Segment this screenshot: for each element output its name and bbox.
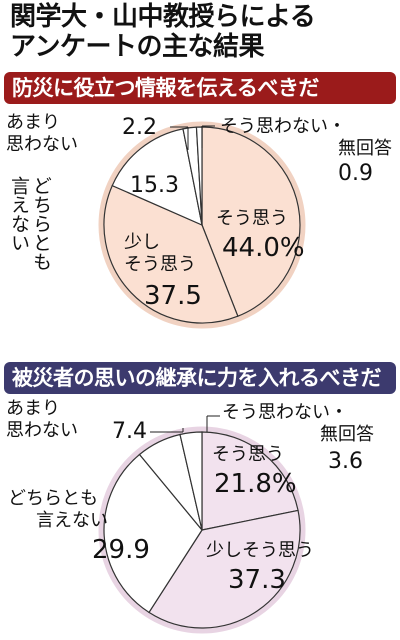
pie1-halo <box>98 121 306 329</box>
pie2-question-banner: 被災者の思いの継承に力を入れるべきだ <box>4 362 396 394</box>
pie2-label-no-2: 無回答 <box>320 424 374 445</box>
pie1-slice-1 <box>103 184 239 324</box>
title-line-1: 関学大・山中教授らによる <box>10 2 316 32</box>
pie2-label-agree: そう思う <box>212 444 284 465</box>
pie1-label-somewhat-2: そう思う <box>124 254 196 275</box>
pie2-slice-1 <box>148 509 301 629</box>
pie1-value-rarely: 2.2 <box>122 115 157 140</box>
pie1-label-no-1: そう思わない・ <box>220 116 346 137</box>
pie1-slices <box>98 121 306 329</box>
pie1-label-rarely-2: 思わない <box>6 134 78 155</box>
pie2-label-neutral-1: どちらとも <box>8 488 98 509</box>
pie2-label-rarely-2: 思わない <box>6 420 78 441</box>
title-line-2: アンケートの主な結果 <box>10 32 264 62</box>
pie2-value-somewhat: 37.3 <box>228 565 286 595</box>
pie1-slice-2 <box>111 128 203 227</box>
pie2-label-rarely-1: あまり <box>6 398 60 419</box>
pie2-slices <box>98 426 306 634</box>
pie2-value-agree: 21.8% <box>214 469 297 499</box>
pie2-value-no: 3.6 <box>328 449 363 474</box>
pie1-value-somewhat: 37.5 <box>144 281 202 311</box>
pie2-slice-4 <box>179 431 203 531</box>
pie2-label-neutral-2: 言えない <box>36 510 108 531</box>
pie2-label-somewhat: 少しそう思う <box>206 540 314 561</box>
pie1-label-somewhat-1: 少し <box>124 232 160 253</box>
chart-title: 関学大・山中教授らによる アンケートの主な結果 <box>10 2 395 62</box>
pie1-question-banner: 防災に役立つ情報を伝えるべきだ <box>4 72 396 104</box>
pie2-label-no-1: そう思わない・ <box>222 402 348 423</box>
pie1-label-no-2: 無回答 <box>338 138 392 159</box>
pie2-value-rarely: 7.4 <box>112 419 147 444</box>
pie1-slice-0 <box>201 126 301 317</box>
pie1-value-agree: 44.0% <box>222 233 305 263</box>
pie1-value-neutral: 15.3 <box>130 173 179 198</box>
pie2-value-neutral: 29.9 <box>92 535 150 565</box>
pie2-halo <box>98 426 306 634</box>
pie2-slice-2 <box>103 453 203 614</box>
pie1-value-no: 0.9 <box>338 161 373 186</box>
pie1-label-rarely-1: あまり <box>6 112 60 133</box>
pie1-label-neutral-col1: どちらとも <box>30 176 52 271</box>
pie1-label-agree: そう思う <box>216 208 288 229</box>
pie2-slice-0 <box>201 431 299 531</box>
pie1-label-neutral-col2: 言えない <box>8 176 30 252</box>
